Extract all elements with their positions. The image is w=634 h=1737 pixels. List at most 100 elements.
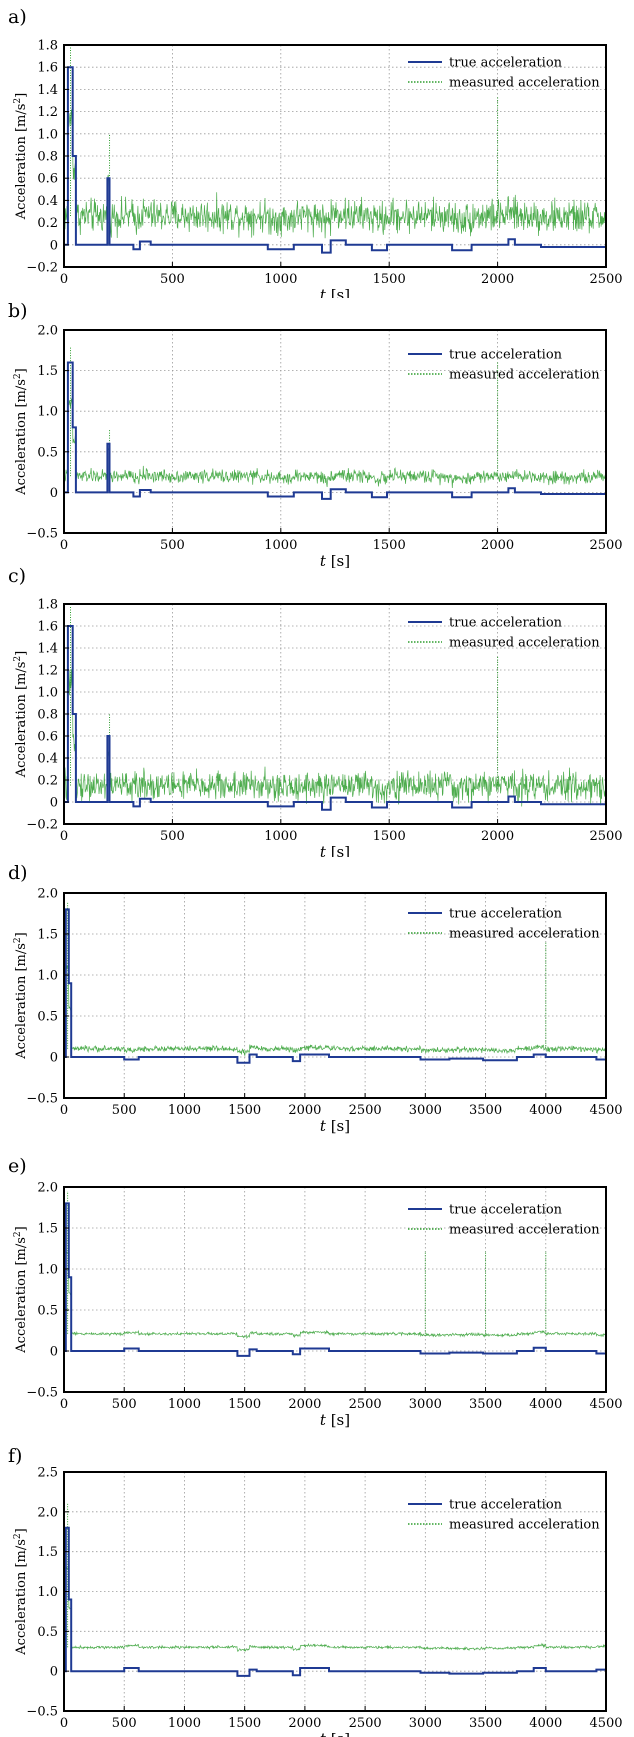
chart-d-ytick-label-1: 0 <box>50 1051 58 1066</box>
chart-a-ytick-label-8: 1.4 <box>37 83 58 98</box>
chart-c-ytick-label-4: 0.6 <box>37 730 58 745</box>
chart-b-ytick-label-1: 0 <box>50 486 58 501</box>
chart-e-xtick-label-2: 1000 <box>168 1397 201 1412</box>
chart-a-ytick-label-1: 0 <box>50 238 58 253</box>
chart-c-ylabel: Acceleration [m/s2] <box>13 651 29 778</box>
chart-f-ytick-label-1: 0 <box>50 1665 58 1680</box>
panel-label: d) <box>8 862 28 884</box>
chart-c-ytick-label-10: 1.8 <box>37 598 58 613</box>
chart-e-xtick-label-0: 0 <box>60 1397 68 1412</box>
chart-a-xtick-label-4: 2000 <box>481 272 514 287</box>
chart-b-legend-label-1: measured acceleration <box>449 368 600 383</box>
chart-d-xlabel: t [s] <box>320 1117 350 1135</box>
chart-e-legend-label-0: true acceleration <box>449 1203 563 1218</box>
chart-d-series-true <box>64 908 606 1064</box>
chart-b-ytick-label-2: 0.5 <box>37 445 58 460</box>
chart-c-xtick-label-3: 1500 <box>373 829 406 844</box>
chart-e-ytick-label-3: 1.0 <box>37 1263 58 1278</box>
chart-b-xlabel: t [s] <box>320 552 350 568</box>
chart-c-xtick-label-2: 1000 <box>264 829 297 844</box>
chart-f-xtick-label-6: 3000 <box>409 1716 442 1731</box>
chart-c-xlabel: t [s] <box>320 843 350 857</box>
chart-f-xtick-label-1: 500 <box>112 1716 137 1731</box>
chart-e-xtick-label-3: 1500 <box>228 1397 261 1412</box>
chart-c-ytick-label-2: 0.2 <box>37 774 58 789</box>
chart-a-legend-label-1: measured acceleration <box>449 76 600 91</box>
chart-f-series-measured <box>63 1566 607 1653</box>
chart-a-ytick-label-5: 0.8 <box>37 150 58 165</box>
chart-f-xtick-label-0: 0 <box>60 1716 68 1731</box>
chart-f-ytick-label-2: 0.5 <box>37 1625 58 1640</box>
chart-f-ytick-label-0: −0.5 <box>26 1705 58 1720</box>
chart-e-axes-frame <box>63 1186 607 1393</box>
chart-c-xtick-label-5: 2500 <box>589 829 622 844</box>
chart-f-xtick-label-9: 4500 <box>589 1716 622 1731</box>
chart-d-xtick-label-3: 1500 <box>228 1103 261 1118</box>
chart-e-legend-label-1: measured acceleration <box>449 1223 600 1238</box>
chart-a-ytick-label-9: 1.6 <box>37 61 58 76</box>
chart-e-series-true <box>64 1202 606 1357</box>
chart-c-ytick-label-6: 1.0 <box>37 686 58 701</box>
chart-d-xtick-label-8: 4000 <box>529 1103 562 1118</box>
chart-a-series-true <box>64 66 606 254</box>
chart-f-ytick-label-6: 2.5 <box>37 1466 58 1481</box>
chart-f: 0 500 1000 1500 2000 2500 3000 3500 4000 4500 −0.5… <box>13 1466 623 1737</box>
chart-d-legend-label-1: measured acceleration <box>449 927 600 942</box>
chart-a-legend: true acceleration measured acceleration <box>408 56 600 91</box>
chart-e-xtick-label-6: 3000 <box>409 1397 442 1412</box>
chart-a-xtick-label-0: 0 <box>60 272 68 287</box>
chart-e-ytick-label-5: 2.0 <box>37 1181 58 1196</box>
chart-d-xtick-label-7: 3500 <box>469 1103 502 1118</box>
chart-b-xtick-label-0: 0 <box>60 538 68 553</box>
chart-c-series-measured <box>63 669 607 809</box>
chart-e-xtick-label-9: 4500 <box>589 1397 622 1412</box>
chart-a-ytick-label-0: −0.2 <box>26 261 58 276</box>
chart-c-ytick-label-1: 0 <box>50 796 58 811</box>
chart-b-series-true <box>64 361 606 500</box>
chart-c-legend: true acceleration measured acceleration <box>408 616 600 651</box>
chart-d-ytick-label-4: 1.5 <box>37 928 58 943</box>
chart-d-xtick-label-4: 2000 <box>288 1103 321 1118</box>
chart-d-xtick-label-0: 0 <box>60 1103 68 1118</box>
chart-b-xtick-label-5: 2500 <box>589 538 622 553</box>
chart-c-ytick-label-3: 0.4 <box>37 752 58 767</box>
chart-e-series-measured <box>63 1251 607 1340</box>
chart-f-ylabel: Acceleration [m/s2] <box>13 1528 29 1655</box>
chart-f-xtick-label-5: 2500 <box>349 1716 382 1731</box>
chart-b-ytick-label-5: 2.0 <box>37 324 58 339</box>
chart-d-xtick-label-5: 2500 <box>349 1103 382 1118</box>
chart-b-legend: true acceleration measured acceleration <box>408 348 600 383</box>
chart-d-axes-frame <box>63 892 607 1099</box>
chart-f-xtick-label-4: 2000 <box>288 1716 321 1731</box>
panel-c: c) 0 500 1000 1500 2000 2500 −0.2 0 0.2 0.4 0.6 0.8… <box>0 565 634 857</box>
chart-d-series-measured <box>63 965 607 1056</box>
chart-c-ytick-label-9: 1.6 <box>37 620 58 635</box>
chart-a-xtick-label-5: 2500 <box>589 272 622 287</box>
chart-d-ytick-label-0: −0.5 <box>26 1092 58 1107</box>
chart-d-ytick-label-3: 1.0 <box>37 969 58 984</box>
chart-c-ytick-label-0: −0.2 <box>26 818 58 833</box>
chart-d-legend-label-0: true acceleration <box>449 907 563 922</box>
chart-e-xlabel: t [s] <box>320 1411 350 1429</box>
chart-c-xtick-label-0: 0 <box>60 829 68 844</box>
chart-a-ytick-label-3: 0.4 <box>37 194 58 209</box>
chart-a-ytick-label-4: 0.6 <box>37 172 58 187</box>
chart-b-xtick-label-1: 500 <box>160 538 185 553</box>
chart-e-xtick-label-8: 4000 <box>529 1397 562 1412</box>
chart-f-legend-label-1: measured acceleration <box>449 1518 600 1533</box>
chart-c-ytick-label-7: 1.2 <box>37 664 58 679</box>
chart-d-legend: true acceleration measured acceleration <box>408 907 600 942</box>
chart-b-xtick-label-4: 2000 <box>481 538 514 553</box>
chart-e-ylabel: Acceleration [m/s2] <box>13 1226 29 1353</box>
chart-c-ytick-label-5: 0.8 <box>37 708 58 723</box>
chart-a-series-measured <box>63 109 607 239</box>
chart-a-xlabel: t [s] <box>320 286 350 298</box>
chart-d-ylabel: Acceleration [m/s2] <box>13 932 29 1059</box>
chart-a-ylabel: Acceleration [m/s2] <box>13 93 29 220</box>
chart-e-xtick-label-7: 3500 <box>469 1397 502 1412</box>
panel-label: f) <box>8 1445 23 1467</box>
chart-b-ytick-label-4: 1.5 <box>37 364 58 379</box>
chart-a-ytick-label-6: 1.0 <box>37 127 58 142</box>
chart-e-ytick-label-2: 0.5 <box>37 1304 58 1319</box>
chart-a-ytick-label-10: 1.8 <box>37 39 58 54</box>
